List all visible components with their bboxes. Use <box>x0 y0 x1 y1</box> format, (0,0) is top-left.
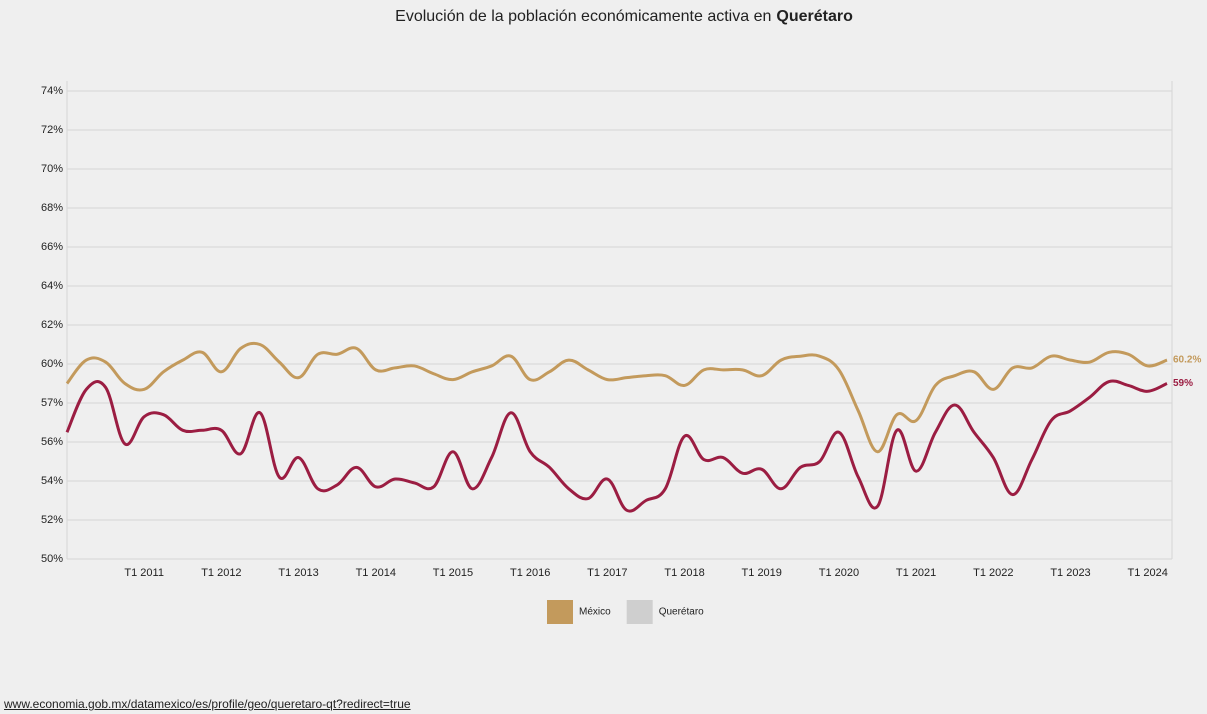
x-tick-label: T1 2013 <box>278 567 318 579</box>
x-tick-label: T1 2012 <box>201 567 241 579</box>
y-tick-label: 56% <box>41 436 63 448</box>
x-tick-label: T1 2017 <box>587 567 627 579</box>
x-tick-label: T1 2021 <box>896 567 936 579</box>
x-tick-label: T1 2022 <box>973 567 1013 579</box>
y-tick-label: 60% <box>41 358 63 370</box>
title-text: Evolución de la población económicamente… <box>395 8 771 25</box>
y-tick-label: 74% <box>41 85 63 97</box>
y-tick-label: 70% <box>41 163 63 175</box>
end-label: 60.2% <box>1173 355 1201 366</box>
x-tick-label: T1 2020 <box>819 567 859 579</box>
chart-title: Evolución de la población económicamente… <box>395 8 853 25</box>
series-line <box>65 341 1168 454</box>
y-tick-label: 52% <box>41 514 63 526</box>
x-tick-label: T1 2023 <box>1050 567 1090 579</box>
legend-label: México <box>579 607 611 618</box>
y-tick-label: 54% <box>41 475 63 487</box>
x-tick-label: T1 2015 <box>433 567 473 579</box>
end-label: 59% <box>1173 378 1193 389</box>
title-highlight: Querétaro <box>776 8 853 25</box>
legend-swatch <box>626 600 653 624</box>
x-tick-label: T1 2018 <box>664 567 704 579</box>
legend-label: Querétaro <box>659 607 704 618</box>
series-line <box>65 379 1168 513</box>
x-tick-label: T1 2014 <box>356 567 396 579</box>
y-tick-label: 64% <box>41 280 63 292</box>
x-tick-label: T1 2019 <box>742 567 782 579</box>
y-tick-label: 68% <box>41 202 63 214</box>
legend: México Querétaro <box>547 600 704 624</box>
y-tick-label: 66% <box>41 241 63 253</box>
y-tick-label: 50% <box>41 553 63 565</box>
x-tick-label: T1 2016 <box>510 567 550 579</box>
source-link[interactable]: www.economia.gob.mx/datamexico/es/profil… <box>4 697 411 711</box>
y-tick-label: 62% <box>41 319 63 331</box>
y-tick-label: 57% <box>41 397 63 409</box>
x-tick-label: T1 2024 <box>1128 567 1168 579</box>
x-tick-label: T1 2011 <box>124 567 164 579</box>
y-tick-label: 72% <box>41 124 63 136</box>
legend-swatch <box>547 600 573 624</box>
